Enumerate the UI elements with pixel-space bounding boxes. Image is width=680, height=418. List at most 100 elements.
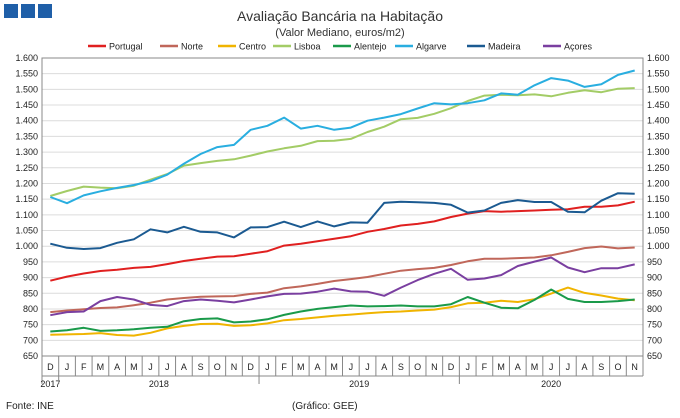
x-tick-label: M — [330, 362, 338, 372]
x-tick-label: J — [349, 362, 354, 372]
x-tick-label: J — [465, 362, 470, 372]
x-tick-label: M — [97, 362, 105, 372]
x-tick-label: N — [431, 362, 438, 372]
series-line-algarve — [49, 69, 635, 205]
x-tick-label: A — [381, 362, 387, 372]
x-tick-label: J — [549, 362, 554, 372]
x-tick-label: D — [448, 362, 455, 372]
y-tick-label-right: 700 — [647, 335, 662, 345]
x-tick-label: M — [531, 362, 539, 372]
x-tick-label: D — [247, 362, 254, 372]
y-tick-label-left: 1.250 — [15, 163, 38, 173]
y-tick-label-left: 900 — [23, 273, 38, 283]
series-line-madeira — [50, 192, 635, 250]
legend-label: Açores — [564, 42, 593, 52]
y-tick-label-left: 650 — [23, 351, 38, 361]
x-tick-label: D — [47, 362, 54, 372]
y-tick-label-left: 750 — [23, 320, 38, 330]
x-tick-label: N — [631, 362, 638, 372]
y-tick-label-right: 1.000 — [647, 241, 670, 251]
legend: Portugal Norte Centro Lisboa Alentejo Algarve… — [88, 42, 593, 52]
x-tick-label: F — [81, 362, 87, 372]
y-tick-label-left: 1.050 — [15, 226, 38, 236]
legend-label: Madeira — [488, 42, 521, 52]
y-tick-label-right: 650 — [647, 351, 662, 361]
y-tick-label-left: 1.600 — [15, 53, 38, 63]
x-tick-label: J — [65, 362, 70, 372]
y-tick-label-right: 1.450 — [647, 100, 670, 110]
x-tick-label: J — [566, 362, 571, 372]
x-tick-label: M — [497, 362, 505, 372]
y-tick-label-left: 1.150 — [15, 194, 38, 204]
source-note: Fonte: INE — [6, 401, 54, 412]
x-tick-label: S — [198, 362, 204, 372]
y-tick-label-left: 1.000 — [15, 241, 38, 251]
y-tick-label-left: 1.450 — [15, 100, 38, 110]
legend-label: Lisboa — [294, 42, 321, 52]
x-tick-label: M — [130, 362, 138, 372]
y-tick-label-right: 1.200 — [647, 178, 670, 188]
y-tick-label-right: 1.300 — [647, 147, 670, 157]
y-tick-label-right: 900 — [647, 273, 662, 283]
x-tick-label: M — [297, 362, 305, 372]
y-tick-label-right: 1.550 — [647, 69, 670, 79]
y-tick-label-right: 1.250 — [647, 163, 670, 173]
series-line-lisboa — [50, 87, 635, 197]
x-tick-label: O — [614, 362, 621, 372]
plot-area: 1.600 1.600 1.550 1.550 1.500 1.500 1.450 1.450… — [15, 53, 669, 389]
y-tick-label-right: 1.400 — [647, 116, 670, 126]
x-tick-label: A — [181, 362, 187, 372]
legend-label: Centro — [239, 42, 266, 52]
y-tick-label-right: 1.500 — [647, 84, 670, 94]
credit-note: (Gráfico: GEE) — [292, 401, 358, 412]
x-tick-label: S — [598, 362, 604, 372]
plot-frame — [41, 57, 644, 357]
y-tick-label-right: 1.600 — [647, 53, 670, 63]
x-tick-label: J — [265, 362, 270, 372]
y-tick-label-left: 800 — [23, 304, 38, 314]
series-line-alentejo — [50, 288, 635, 333]
series-line-norte — [50, 245, 635, 314]
x-tick-label: J — [165, 362, 170, 372]
series-line-açores — [50, 256, 635, 317]
legend-label: Alentejo — [354, 42, 387, 52]
chart-subtitle: (Valor Mediano, euros/m2) — [275, 27, 405, 39]
y-tick-label-left: 1.100 — [15, 210, 38, 220]
y-tick-label-left: 1.550 — [15, 69, 38, 79]
x-tick-label: S — [398, 362, 404, 372]
y-tick-label-left: 1.500 — [15, 84, 38, 94]
x-tick-label: O — [414, 362, 421, 372]
x-tick-label: F — [281, 362, 287, 372]
y-tick-label-right: 750 — [647, 320, 662, 330]
y-tick-label-left: 700 — [23, 335, 38, 345]
x-tick-label: A — [314, 362, 320, 372]
x-tick-label: F — [482, 362, 488, 372]
y-tick-label-left: 1.200 — [15, 178, 38, 188]
legend-label: Algarve — [416, 42, 447, 52]
y-tick-label-right: 800 — [647, 304, 662, 314]
x-tick-label: J — [148, 362, 153, 372]
x-tick-label: J — [365, 362, 370, 372]
year-label: 2019 — [349, 379, 369, 389]
y-tick-label-left: 1.350 — [15, 131, 38, 141]
y-tick-label-right: 950 — [647, 257, 662, 267]
chart-title: Avaliação Bancária na Habitação — [237, 8, 443, 24]
y-tick-label-right: 1.350 — [647, 131, 670, 141]
brand-logo — [4, 4, 52, 18]
y-tick-label-right: 1.050 — [647, 226, 670, 236]
year-label: 2020 — [541, 379, 561, 389]
x-tick-label: A — [114, 362, 120, 372]
year-label: 2017 — [40, 379, 60, 389]
y-tick-label-right: 1.150 — [647, 194, 670, 204]
y-tick-label-left: 1.300 — [15, 147, 38, 157]
legend-label: Portugal — [109, 42, 143, 52]
x-tick-label: O — [214, 362, 221, 372]
legend-label: Norte — [181, 42, 203, 52]
x-tick-label: A — [515, 362, 521, 372]
y-tick-label-right: 1.100 — [647, 210, 670, 220]
x-tick-label: A — [582, 362, 588, 372]
y-tick-label-left: 850 — [23, 288, 38, 298]
y-tick-label-left: 950 — [23, 257, 38, 267]
year-label: 2018 — [149, 379, 169, 389]
